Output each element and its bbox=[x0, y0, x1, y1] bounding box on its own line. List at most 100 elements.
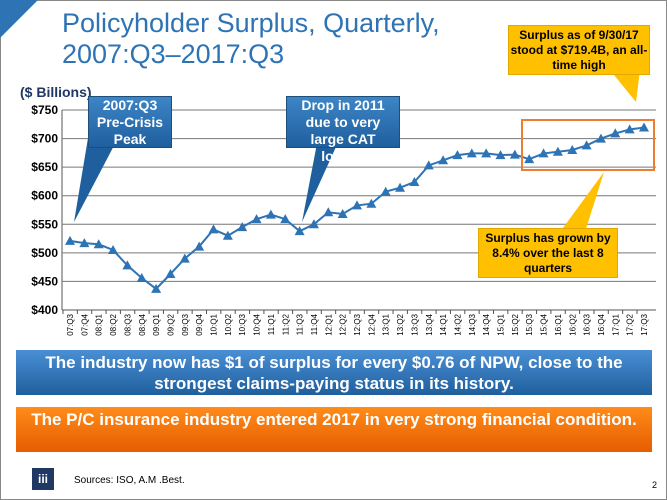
x-tick-label: 15:Q2 bbox=[511, 313, 520, 335]
data-point-14:Q1 bbox=[438, 155, 449, 165]
x-tick-label: 09:Q3 bbox=[181, 313, 190, 335]
data-point-12:Q2 bbox=[337, 209, 348, 218]
x-tick-label: 14:Q4 bbox=[482, 313, 491, 335]
x-tick-label: 10:Q2 bbox=[224, 313, 233, 335]
data-point-08:Q4 bbox=[136, 273, 147, 282]
x-tick-label: 14:Q1 bbox=[439, 313, 448, 335]
data-point-15:Q2 bbox=[509, 149, 520, 159]
x-tick-label: 12:Q1 bbox=[324, 313, 333, 335]
x-tick-label: 12:Q3 bbox=[353, 313, 362, 335]
x-tick-label: 12:Q4 bbox=[367, 313, 376, 335]
x-tick-label: 16:Q1 bbox=[554, 313, 563, 335]
x-tick-label: 11:Q4 bbox=[310, 313, 319, 335]
x-tick-label: 16:Q2 bbox=[568, 313, 577, 335]
data-point-10:Q3 bbox=[237, 222, 248, 232]
x-tick-label: 07:Q4 bbox=[80, 313, 89, 335]
data-point-15:Q4 bbox=[538, 148, 549, 158]
data-point-12:Q3 bbox=[352, 200, 362, 210]
npw-banner: The industry now has $1 of surplus for e… bbox=[16, 350, 652, 395]
x-tick-label: 09:Q4 bbox=[195, 313, 204, 335]
x-tick-label: 10:Q3 bbox=[238, 313, 247, 335]
data-point-15:Q3 bbox=[524, 154, 535, 164]
x-tick-label: 09:Q1 bbox=[152, 313, 161, 335]
x-tick-label: 13:Q3 bbox=[410, 313, 419, 335]
data-point-10:Q2 bbox=[222, 230, 233, 240]
y-tick-label: $750 bbox=[31, 103, 58, 117]
x-tick-label: 07:Q3 bbox=[66, 313, 75, 335]
latest-callout: Surplus as of 9/30/17 stood at $719.4B, … bbox=[508, 25, 650, 75]
y-tick-label: $550 bbox=[31, 217, 58, 231]
chart: $400 $450 $500 $550 $600 $650 $700 $750 07:Q3 07:… bbox=[31, 70, 656, 336]
data-point-09:Q3 bbox=[179, 253, 190, 263]
slide-title: Policyholder Surplus, Quarterly, 2007:Q3… bbox=[62, 8, 440, 69]
x-tick-label: 17:Q1 bbox=[611, 313, 620, 335]
latest-callout-pointer bbox=[610, 70, 640, 102]
x-tick-label: 15:Q3 bbox=[525, 313, 534, 335]
data-point-17:Q1 bbox=[610, 128, 621, 138]
x-tick-label: 11:Q1 bbox=[267, 313, 276, 335]
y-tick-label: $600 bbox=[31, 189, 58, 203]
x-tick-label: 14:Q3 bbox=[468, 313, 477, 335]
drop-callout-pointer bbox=[302, 138, 340, 222]
data-point-11:Q4 bbox=[308, 219, 319, 229]
data-point-17:Q3 bbox=[639, 122, 649, 132]
x-tick-label: 11:Q2 bbox=[281, 313, 290, 335]
corner-decoration bbox=[0, 0, 38, 38]
y-tick-label: $450 bbox=[31, 274, 58, 288]
x-tick-label: 17:Q2 bbox=[626, 313, 635, 335]
y-tick-label: $650 bbox=[31, 160, 58, 174]
data-point-07:Q4 bbox=[79, 238, 90, 248]
data-point-10:Q1 bbox=[208, 224, 219, 234]
x-tick-label: 12:Q2 bbox=[339, 313, 348, 335]
x-tick-label: 10:Q1 bbox=[210, 313, 219, 335]
data-point-12:Q4 bbox=[366, 198, 377, 208]
data-point-17:Q2 bbox=[624, 124, 635, 134]
data-point-08:Q3 bbox=[122, 260, 133, 270]
data-point-14:Q2 bbox=[452, 150, 463, 160]
data-point-10:Q4 bbox=[251, 214, 262, 224]
y-tick-label: $400 bbox=[31, 303, 58, 317]
data-point-08:Q2 bbox=[108, 245, 119, 254]
peak-callout-pointer bbox=[74, 138, 118, 222]
x-tick-label: 14:Q2 bbox=[453, 313, 462, 335]
x-tick-label: 15:Q1 bbox=[497, 313, 506, 335]
data-point-16:Q3 bbox=[581, 140, 592, 150]
growth-callout-pointer bbox=[560, 172, 604, 232]
data-point-09:Q1 bbox=[151, 283, 162, 293]
data-point-14:Q4 bbox=[481, 148, 492, 158]
data-point-12:Q1 bbox=[323, 207, 334, 217]
x-tick-label: 08:Q2 bbox=[109, 313, 118, 335]
data-point-16:Q4 bbox=[595, 133, 606, 143]
data-point-16:Q1 bbox=[552, 146, 563, 156]
x-tick-label: 17:Q3 bbox=[640, 313, 649, 335]
data-point-11:Q2 bbox=[280, 214, 291, 224]
y-tick-label: $700 bbox=[31, 132, 58, 146]
y-axis-label: ($ Billions) bbox=[20, 84, 92, 100]
growth-callout: Surplus has grown by 8.4% over the last … bbox=[478, 228, 618, 278]
condition-banner: The P/C insurance industry entered 2017 … bbox=[16, 407, 652, 452]
data-point-13:Q2 bbox=[395, 182, 406, 192]
y-tick-label: $500 bbox=[31, 246, 58, 260]
peak-callout: 2007:Q3 Pre-Crisis Peak bbox=[88, 96, 172, 148]
x-tick-label: 08:Q4 bbox=[138, 313, 147, 335]
data-point-14:Q3 bbox=[466, 148, 477, 158]
x-tick-label: 08:Q1 bbox=[95, 313, 104, 335]
data-point-16:Q2 bbox=[567, 145, 578, 154]
x-tick-label: 16:Q3 bbox=[583, 313, 592, 335]
data-point-13:Q1 bbox=[380, 186, 391, 196]
data-point-13:Q4 bbox=[423, 160, 434, 170]
iii-logo: iii bbox=[32, 468, 54, 490]
page-number: 2 bbox=[652, 480, 658, 490]
data-point-09:Q2 bbox=[165, 269, 176, 278]
x-tick-label: 13:Q2 bbox=[396, 313, 405, 335]
x-tick-label: 11:Q3 bbox=[296, 313, 305, 335]
drop-callout: Drop in 2011 due to very large CAT losse… bbox=[286, 96, 400, 164]
data-point-08:Q1 bbox=[93, 239, 104, 249]
x-tick-label: 10:Q4 bbox=[253, 313, 262, 335]
x-tick-label: 15:Q4 bbox=[540, 313, 549, 335]
data-point-07:Q3 bbox=[65, 235, 75, 245]
data-point-09:Q4 bbox=[194, 241, 205, 251]
data-point-15:Q1 bbox=[495, 150, 506, 160]
x-tick-label: 13:Q1 bbox=[382, 313, 391, 335]
x-tick-label: 13:Q4 bbox=[425, 313, 434, 335]
